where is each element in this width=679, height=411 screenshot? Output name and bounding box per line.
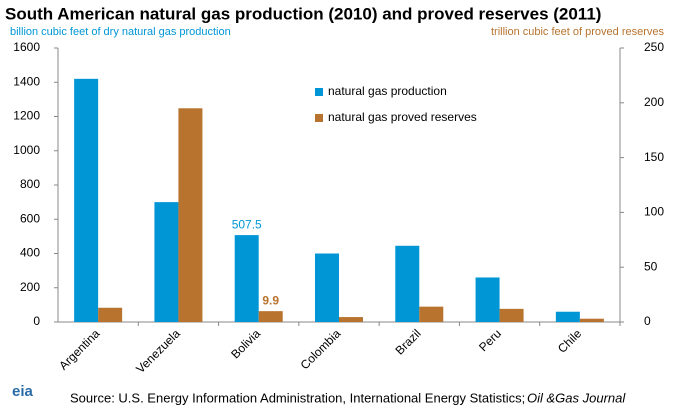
x-tick-label: Brazil [393, 326, 424, 357]
x-tick-label: Colombia [298, 326, 344, 372]
source-journal: Oil &Gas Journal [527, 390, 626, 405]
x-tick-label: Bolivia [228, 326, 263, 361]
y-tick-label: 0 [33, 314, 40, 328]
x-tick-label: Argentina [56, 326, 102, 372]
y-tick-label: 600 [20, 211, 40, 225]
value-label: 507.5 [232, 217, 262, 231]
bar [419, 306, 444, 322]
y-tick-label: 400 [20, 246, 40, 260]
bar [339, 317, 363, 322]
y-tick-label: 200 [20, 280, 40, 294]
y-tick-label: 1000 [13, 143, 40, 157]
source: Source: U.S. Energy Information Administ… [70, 390, 525, 405]
legend-label: natural gas proved reserves [328, 110, 477, 124]
y2-tick-label: 150 [644, 150, 664, 164]
bar [74, 78, 99, 322]
x-tick-label: Venezuela [133, 326, 183, 376]
legend-swatch [315, 114, 323, 122]
bar [258, 311, 283, 322]
y-tick-label: 1200 [13, 109, 40, 123]
bar [579, 318, 604, 322]
value-label: 9.9 [262, 293, 279, 307]
y-tick-label: 1400 [13, 74, 40, 88]
bar [154, 202, 179, 322]
y2-tick-label: 100 [644, 205, 664, 219]
bar [475, 277, 500, 322]
y2-tick-label: 50 [644, 259, 658, 273]
bar [499, 308, 524, 322]
y-axis-label: billion cubic feet of dry natural gas pr… [10, 26, 231, 38]
bar [395, 245, 420, 322]
bar [315, 253, 339, 322]
bar [234, 235, 259, 322]
x-tick-label: Peru [476, 326, 504, 354]
x-tick-label: Chile [555, 326, 584, 355]
bar [178, 108, 203, 322]
y2-tick-label: 0 [644, 314, 651, 328]
y-tick-label: 1600 [13, 40, 40, 54]
legend-swatch [315, 88, 323, 96]
y2-axis-label: trillion cubic feet of proved reserves [491, 26, 665, 38]
y-tick-label: 800 [20, 177, 40, 191]
chart-title: South American natural gas production (2… [5, 4, 601, 23]
bar [98, 307, 123, 322]
y2-tick-label: 250 [644, 40, 664, 54]
bar [555, 311, 580, 322]
legend-label: natural gas production [328, 84, 447, 98]
y2-tick-label: 200 [644, 95, 664, 109]
logo: eia [12, 383, 34, 400]
